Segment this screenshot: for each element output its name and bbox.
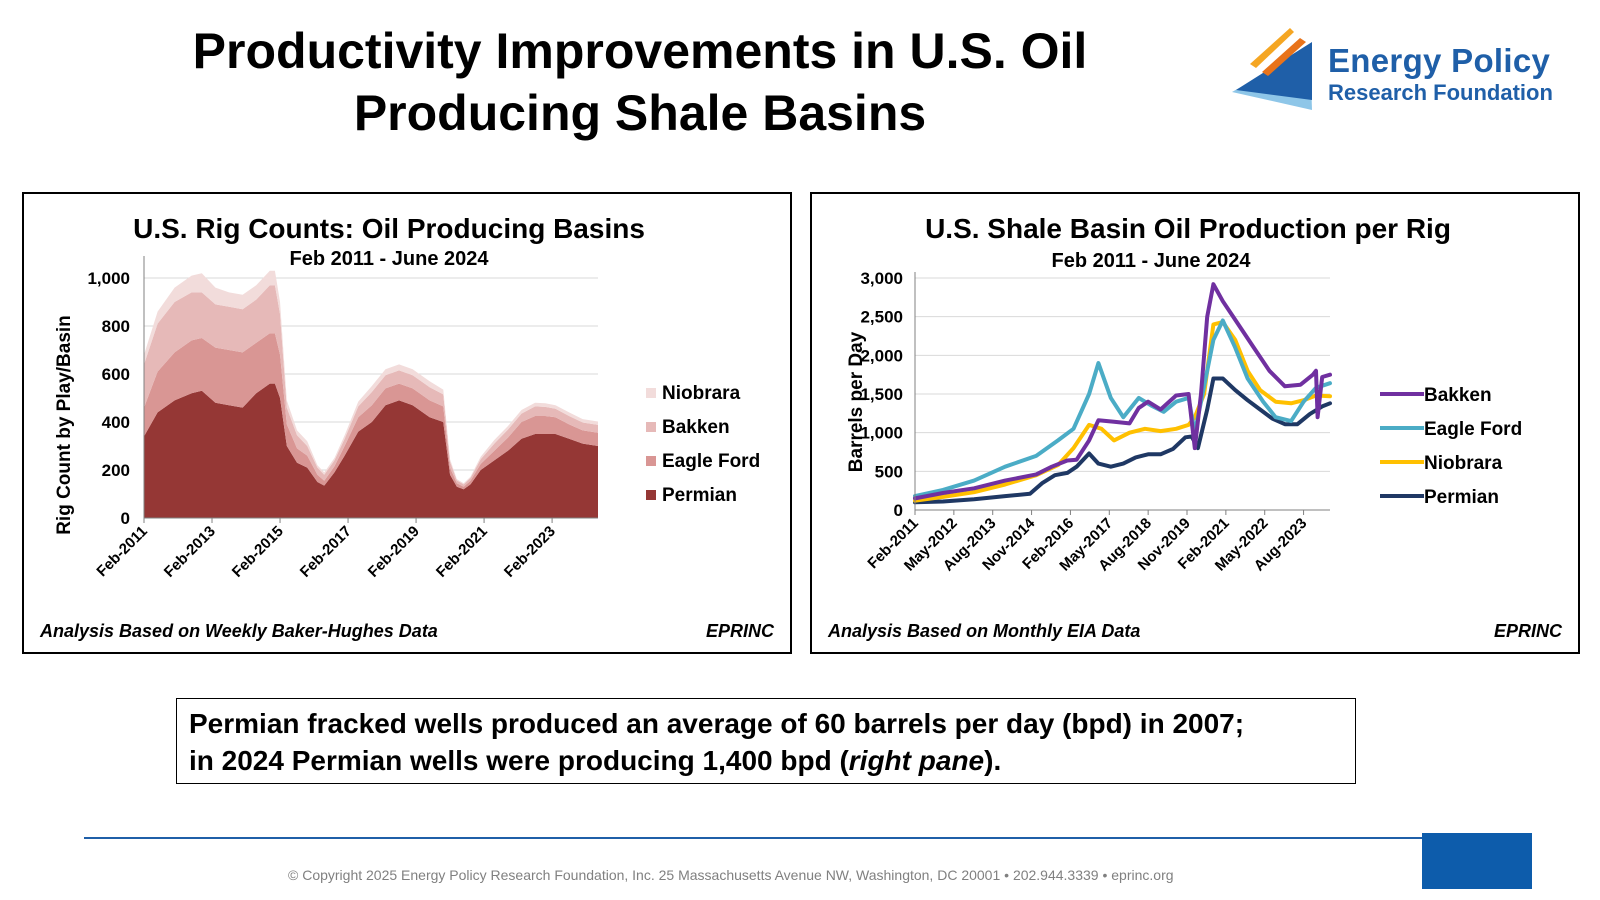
y-tick-label: 3,000 — [860, 269, 903, 288]
page-title: Productivity Improvements in U.S. Oil Pr… — [110, 20, 1170, 144]
footer-divider — [84, 837, 1532, 839]
x-tick-label: Feb-2017 — [297, 523, 355, 581]
x-tick-label: Feb-2015 — [229, 523, 287, 581]
eprf-logo: Energy Policy Research Foundation — [1232, 24, 1592, 114]
legend-swatch-eagle-ford — [646, 456, 656, 466]
y-tick-label: 1,500 — [860, 385, 903, 404]
chart-footer-brand: EPRINC — [706, 621, 775, 641]
legend-label-niobrara: Niobrara — [662, 383, 741, 404]
y-tick-label: 200 — [102, 461, 130, 480]
y-tick-label: 2,000 — [860, 346, 903, 365]
y-tick-label: 0 — [121, 509, 130, 528]
area-bakken — [144, 285, 598, 487]
summary-note: Permian fracked wells produced an averag… — [176, 698, 1356, 784]
copyright-text: © Copyright 2025 Energy Policy Research … — [288, 867, 1174, 883]
area-eagle-ford — [144, 333, 598, 490]
x-tick-label: Feb-2013 — [161, 523, 219, 581]
legend-swatch-niobrara — [646, 388, 656, 398]
chart-subtitle: Feb 2011 - June 2024 — [1051, 250, 1251, 272]
line-eagle-ford — [913, 318, 1332, 499]
chart-footer-brand: EPRINC — [1494, 621, 1563, 641]
y-tick-label: 400 — [102, 413, 130, 432]
summary-note-line2: in 2024 Permian wells were producing 1,4… — [189, 742, 1343, 779]
legend-label-niobrara: Niobrara — [1424, 453, 1503, 474]
page-title-line2: Producing Shale Basins — [353, 85, 927, 141]
summary-note-part1: in 2024 Permian wells were producing 1,4… — [189, 745, 849, 776]
summary-note-line1: Permian fracked wells produced an averag… — [189, 708, 1245, 739]
logo-mark-icon — [1232, 28, 1312, 110]
legend-label-permian: Permian — [1424, 487, 1499, 508]
area-permian — [144, 383, 598, 518]
y-tick-label: 800 — [102, 317, 130, 336]
page-title-line1: Productivity Improvements in U.S. Oil — [192, 23, 1088, 79]
legend-swatch-permian — [646, 490, 656, 500]
y-tick-label: 1,000 — [860, 424, 903, 443]
summary-note-emphasis: right pane — [848, 745, 985, 776]
footer-accent-block — [1422, 833, 1532, 889]
production-per-rig-chart: U.S. Shale Basin Oil Production per Rig … — [827, 213, 1563, 641]
production-per-rig-panel: U.S. Shale Basin Oil Production per Rig … — [810, 192, 1580, 654]
rig-count-panel: U.S. Rig Counts: Oil Producing Basins Fe… — [22, 192, 792, 654]
y-tick-label: 500 — [875, 462, 903, 481]
logo-text-line1: Energy Policy — [1328, 42, 1551, 79]
rig-count-chart: U.S. Rig Counts: Oil Producing Basins Fe… — [39, 213, 775, 641]
area-niobrara — [144, 270, 598, 485]
chart-footer-source: Analysis Based on Weekly Baker-Hughes Da… — [39, 621, 438, 641]
y-tick-label: 2,500 — [860, 308, 903, 327]
line-niobrara — [913, 320, 1332, 503]
chart-title: U.S. Shale Basin Oil Production per Rig — [925, 213, 1451, 244]
y-tick-label: 0 — [894, 501, 903, 520]
logo-text-line2: Research Foundation — [1328, 80, 1553, 105]
y-axis-label: Barrels per Day — [846, 331, 867, 472]
summary-note-part2: ). — [984, 745, 1002, 776]
chart-subtitle: Feb 2011 - June 2024 — [289, 248, 489, 270]
x-tick-label: Feb-2021 — [433, 523, 491, 581]
x-tick-label: Feb-2019 — [365, 523, 423, 581]
legend-label-permian: Permian — [662, 485, 737, 506]
x-tick-label: Feb-2023 — [501, 523, 559, 581]
legend-label-eagle-ford: Eagle Ford — [1424, 419, 1522, 440]
x-tick-label: Feb-2011 — [93, 523, 150, 580]
legend-label-bakken: Bakken — [662, 417, 730, 438]
line-permian — [913, 376, 1332, 505]
legend-label-bakken: Bakken — [1424, 385, 1492, 406]
chart-footer-source: Analysis Based on Monthly EIA Data — [827, 621, 1140, 641]
chart-title: U.S. Rig Counts: Oil Producing Basins — [133, 213, 645, 244]
y-tick-label: 600 — [102, 365, 130, 384]
legend-label-eagle-ford: Eagle Ford — [662, 451, 760, 472]
y-axis-label: Rig Count by Play/Basin — [54, 315, 75, 535]
y-tick-label: 1,000 — [87, 269, 130, 288]
legend-swatch-bakken — [646, 422, 656, 432]
line-bakken — [913, 282, 1332, 501]
